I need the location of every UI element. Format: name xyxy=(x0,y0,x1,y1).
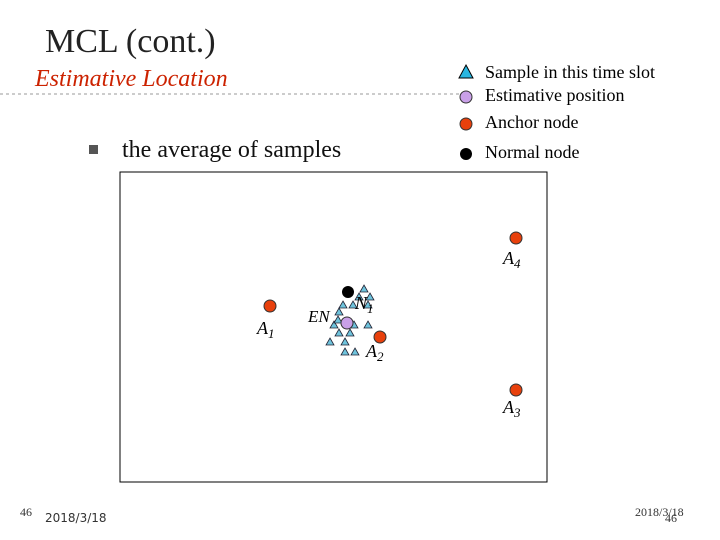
node-label: N1 xyxy=(354,293,374,316)
date: 2018/3/18 xyxy=(45,511,107,525)
legend-triangle xyxy=(458,63,474,79)
page-number: 46 xyxy=(665,511,677,525)
sample xyxy=(348,300,358,309)
sample xyxy=(363,300,373,309)
subtitle: Estimative Location xyxy=(34,66,228,92)
sample xyxy=(338,300,348,309)
anchor-node xyxy=(509,383,523,397)
normal-node xyxy=(342,286,354,298)
node-letter: N xyxy=(354,293,368,313)
sample xyxy=(325,337,335,346)
legend-estimate xyxy=(459,90,473,104)
legend-text: Estimative position xyxy=(485,85,625,105)
node-letter: A xyxy=(365,341,378,361)
sample xyxy=(363,320,373,329)
date: 2018/3/18 xyxy=(635,505,684,519)
samples xyxy=(325,284,375,356)
sample xyxy=(340,347,350,356)
bullet-text: the average of samples xyxy=(122,137,341,163)
title: MCL (cont.) xyxy=(45,23,216,60)
legend-normal xyxy=(460,148,472,160)
sample xyxy=(334,307,344,316)
node-sub: 4 xyxy=(514,256,521,271)
node-label: A1 xyxy=(256,318,275,341)
sample xyxy=(350,347,360,356)
sample xyxy=(365,292,375,301)
node-label: A3 xyxy=(502,397,521,420)
bullet-mark xyxy=(89,145,98,154)
legend-text: Anchor node xyxy=(485,112,578,132)
sample xyxy=(345,328,355,337)
node-letter: A xyxy=(256,318,269,338)
sample xyxy=(359,284,369,293)
legend-anchor xyxy=(459,117,473,131)
estimate-label: EN xyxy=(307,307,331,326)
anchor-node xyxy=(373,330,387,344)
sample xyxy=(334,328,344,337)
legend-text: Normal node xyxy=(485,142,579,162)
sample xyxy=(333,315,343,324)
anchor-node xyxy=(263,299,277,313)
sample xyxy=(329,320,339,329)
legend-text: Sample in this time slot xyxy=(485,62,655,82)
node-sub: 3 xyxy=(513,405,521,420)
node-letter: A xyxy=(502,248,515,268)
node-letter: A xyxy=(502,397,515,417)
page-number: 46 xyxy=(20,505,32,519)
node-label: A2 xyxy=(365,341,384,364)
node-sub: 2 xyxy=(377,349,384,364)
anchor-node xyxy=(509,231,523,245)
node-label: A4 xyxy=(502,248,521,271)
estimate-node xyxy=(340,316,354,330)
node-sub: 1 xyxy=(268,326,275,341)
sample xyxy=(340,337,350,346)
sample xyxy=(354,292,364,301)
node-sub: 1 xyxy=(367,301,374,316)
field xyxy=(119,171,548,483)
